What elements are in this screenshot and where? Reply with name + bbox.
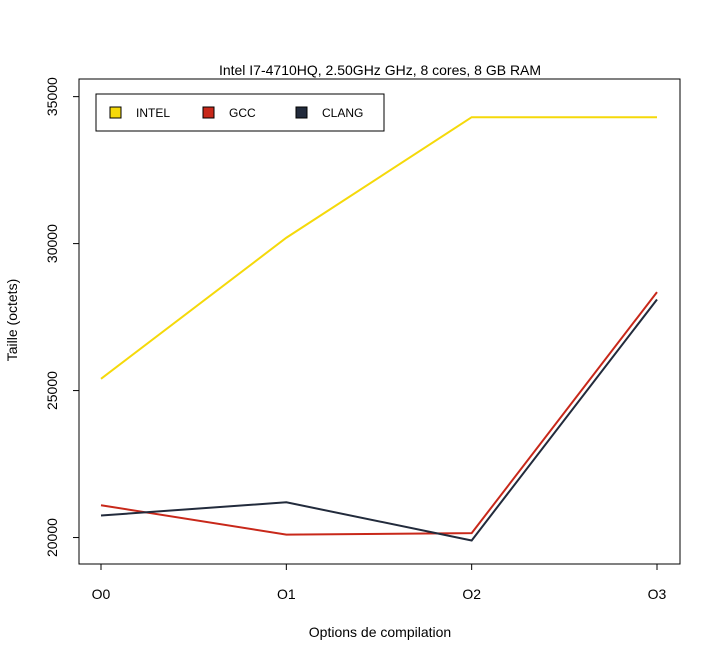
- legend: INTEL GCC CLANG: [95, 93, 385, 132]
- x-tick-label-O2: O2: [462, 586, 481, 602]
- y-tick-label-30000: 30000: [44, 224, 60, 263]
- legend-box: [95, 93, 385, 132]
- series-lines: [100, 116, 658, 542]
- chart-title: Intel I7-4710HQ, 2.50GHz GHz, 8 cores, 8…: [219, 62, 541, 78]
- y-tick-label-20000: 20000: [44, 518, 60, 557]
- y-axis: 20000 25000 30000 35000: [44, 77, 79, 557]
- legend-swatch-gcc: [202, 106, 215, 119]
- legend-swatch-intel: [109, 106, 122, 119]
- series-line-clang: [100, 298, 658, 542]
- legend-label-clang: CLANG: [322, 106, 363, 120]
- x-tick-label-O1: O1: [277, 586, 296, 602]
- legend-label-intel: INTEL: [136, 106, 170, 120]
- y-tick-label-25000: 25000: [44, 371, 60, 410]
- x-tick-label-O0: O0: [92, 586, 111, 602]
- y-tick-label-35000: 35000: [44, 77, 60, 116]
- plot-area: [78, 78, 681, 565]
- y-axis-label: Taille (octets): [4, 279, 20, 361]
- series-line-gcc: [100, 291, 658, 536]
- x-axis-label: Options de compilation: [309, 624, 451, 640]
- x-tick-label-O3: O3: [648, 586, 667, 602]
- series-line-intel: [100, 116, 657, 380]
- legend-label-gcc: GCC: [229, 106, 256, 120]
- x-axis: O0 O1 O2 O3: [92, 564, 667, 602]
- legend-swatch-clang: [295, 106, 308, 119]
